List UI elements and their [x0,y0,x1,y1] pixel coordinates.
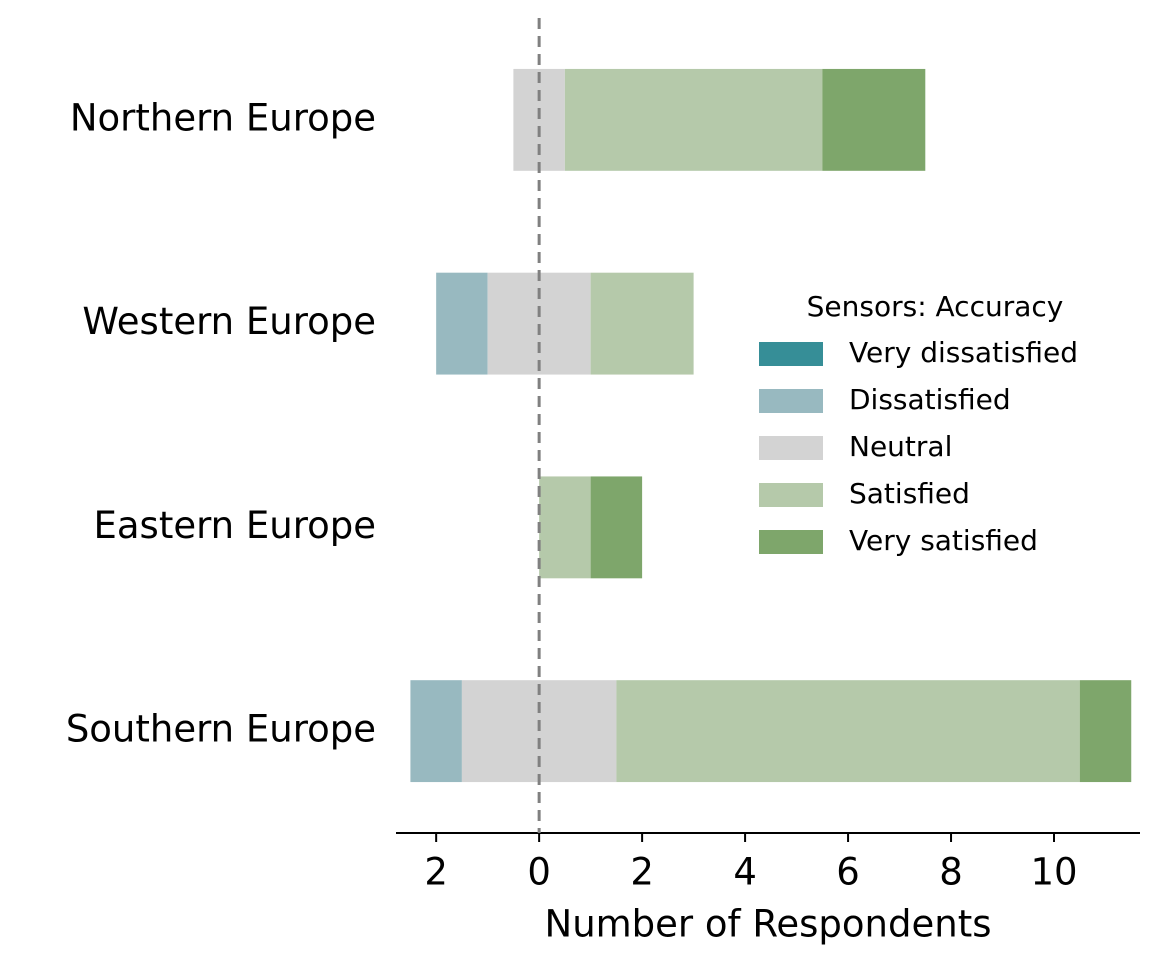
category-label: Southern Europe [66,708,376,751]
x-tick-label: 6 [836,851,860,894]
bar-segment [590,272,694,375]
legend-label: Satisfied [849,477,970,510]
category-label: Western Europe [82,300,376,343]
category-label: Northern Europe [70,96,376,139]
bar-segment [436,272,488,375]
bar-segment [513,68,565,171]
bar-segment [487,272,591,375]
legend-title: Sensors: Accuracy [807,290,1064,323]
x-tick-label: 2 [630,851,654,894]
x-tick-label: 8 [939,851,963,894]
x-tick-label: 2 [424,851,448,894]
legend-swatch [759,436,823,460]
category-label: Eastern Europe [94,504,377,547]
legend-label: Dissatisfied [849,383,1011,416]
legend-label: Neutral [849,430,952,463]
bar-segment [539,476,591,579]
legend-label: Very dissatisfied [849,336,1078,369]
legend-swatch [759,342,823,366]
x-tick-label: 10 [1030,851,1077,894]
x-axis-label: Number of Respondents [545,903,992,946]
legend-swatch [759,530,823,554]
x-tick-label: 0 [527,851,551,894]
bar-segment [1079,680,1132,783]
bar-segment [590,476,643,579]
legend-swatch [759,389,823,413]
bar-segment [410,680,462,783]
x-tick-label: 4 [733,851,757,894]
legend-swatch [759,483,823,507]
bar-segment [822,68,926,171]
bar-segment [616,680,1080,783]
bar-segment [564,68,823,171]
legend-label: Very satisfied [849,524,1038,557]
